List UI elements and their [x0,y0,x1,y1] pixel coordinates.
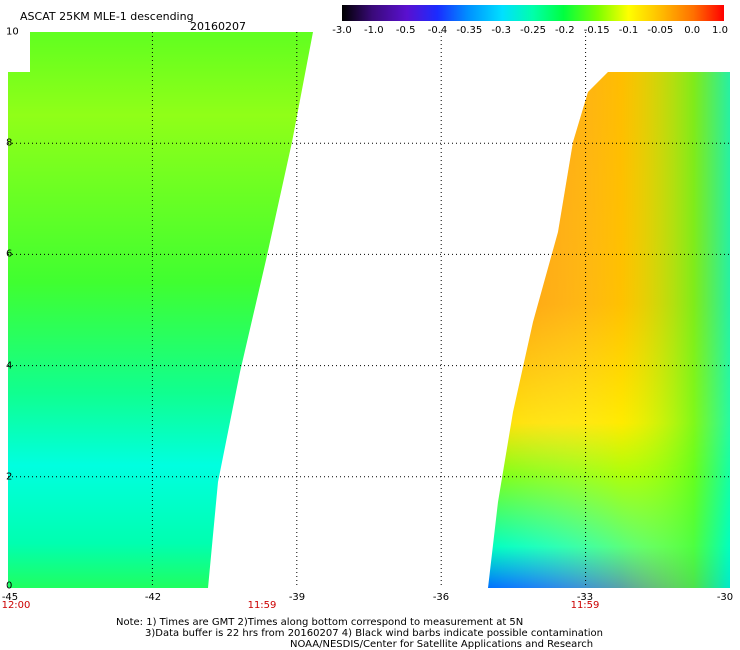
colorbar-label: -0.35 [456,25,483,36]
y-axis-label: 4 [6,360,13,372]
colorbar-label: -0.1 [618,25,639,36]
colorbar-label: 1.0 [712,25,728,36]
y-axis-label: 2 [6,471,13,483]
colorbar-label: -0.4 [427,25,448,36]
map-title: ASCAT 25KM MLE-1 descending [20,10,194,23]
x-axis-label: -36 [432,592,450,603]
x-axis-label: -30 [716,592,734,603]
colorbar-label: -0.15 [583,25,610,36]
time-label: 11:59 [570,600,600,611]
map-plot [8,32,730,588]
x-axis-label: -42 [144,592,162,603]
colorbar-label: -0.25 [520,25,546,36]
color-scale-bar [342,5,724,21]
colorbar-label: -3.0 [332,25,352,36]
time-label: 11:59 [247,600,277,611]
footer-credit: NOAA/NESDIS/Center for Satellite Applica… [290,639,594,650]
x-axis-label: -33 [576,592,594,603]
footer-note-line-2: 3)Data buffer is 22 hrs from 20160207 4)… [145,628,603,639]
grid-lines [8,32,730,588]
x-axis-label: -45 [1,592,19,603]
y-axis-label: 8 [6,137,13,149]
time-label: 12:00 [1,600,31,611]
colorbar-label: -0.5 [395,25,416,36]
left-swath [8,32,313,588]
y-axis-label: 10 [6,26,19,38]
colorbar-label: 0.0 [684,25,701,36]
colorbar-label: -0.2 [555,25,575,36]
y-axis-label: 0 [6,580,13,592]
x-axis-label: -39 [288,592,306,603]
map-date: 20160207 [190,20,246,33]
colorbar-label: -0.05 [647,25,674,36]
right-swath-east-field [488,72,730,588]
colorbar-label: -1.0 [364,25,384,36]
footer-note-line-1: Note: 1) Times are GMT 2)Times along bot… [116,617,524,628]
y-axis-label: 6 [6,248,13,260]
colorbar-label: -0.3 [491,25,511,36]
